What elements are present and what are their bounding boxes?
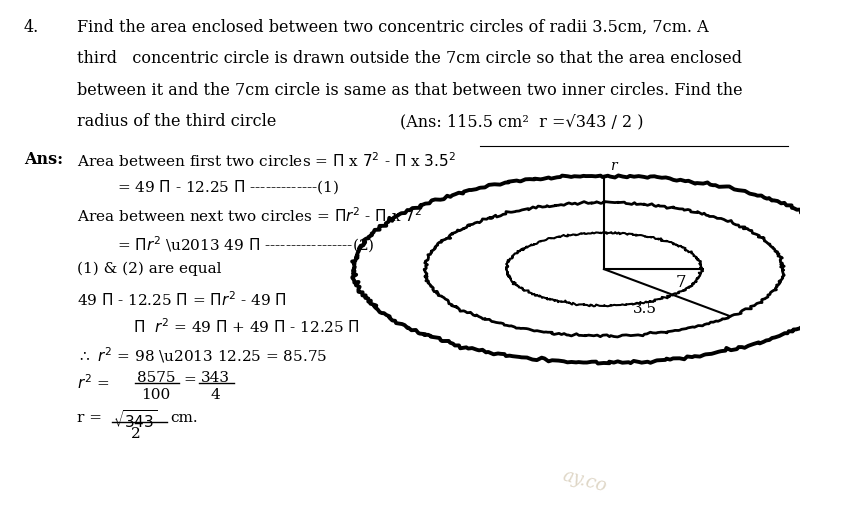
Text: 343: 343 bbox=[201, 371, 230, 385]
Text: =: = bbox=[183, 373, 196, 387]
Text: = $\Pi r^2$ \u2013 49 $\Pi$ -----------------(2): = $\Pi r^2$ \u2013 49 $\Pi$ ------------… bbox=[117, 234, 375, 255]
Text: Area between next two circles = $\Pi r^2$ - $\Pi$ x $7^2$: Area between next two circles = $\Pi r^2… bbox=[77, 207, 422, 225]
Text: $\sqrt{343}$: $\sqrt{343}$ bbox=[113, 408, 158, 431]
Text: between it and the 7cm circle is same as that between two inner circles. Find th: between it and the 7cm circle is same as… bbox=[77, 82, 742, 99]
Text: $\therefore$ $r^2$ = 98 \u2013 12.25 = 85.75: $\therefore$ $r^2$ = 98 \u2013 12.25 = 8… bbox=[77, 345, 327, 365]
Text: Area between first two circles = $\Pi$ x $7^2$ - $\Pi$ x $3.5^2$: Area between first two circles = $\Pi$ x… bbox=[77, 151, 455, 170]
Text: 2: 2 bbox=[131, 427, 140, 441]
Text: radius of the third circle: radius of the third circle bbox=[77, 113, 276, 130]
Text: 100: 100 bbox=[141, 389, 170, 402]
Text: 8575: 8575 bbox=[137, 371, 176, 385]
Text: Find the area enclosed between two concentric circles of radii 3.5cm, 7cm. A: Find the area enclosed between two conce… bbox=[77, 19, 708, 36]
Text: = 49 $\Pi$ - 12.25 $\Pi$ -------------(1): = 49 $\Pi$ - 12.25 $\Pi$ -------------(1… bbox=[117, 179, 338, 197]
Text: r =: r = bbox=[77, 411, 107, 425]
Text: $r^2$ =: $r^2$ = bbox=[77, 373, 111, 392]
Text: 7: 7 bbox=[674, 274, 685, 291]
Text: ay.co: ay.co bbox=[560, 466, 608, 495]
Text: cm.: cm. bbox=[170, 411, 198, 425]
Text: r: r bbox=[610, 159, 616, 173]
Text: 4.: 4. bbox=[24, 19, 39, 36]
Text: Ans:: Ans: bbox=[24, 151, 63, 168]
Text: 49 $\Pi$ - 12.25 $\Pi$ = $\Pi r^2$ - 49 $\Pi$: 49 $\Pi$ - 12.25 $\Pi$ = $\Pi r^2$ - 49 … bbox=[77, 290, 287, 308]
Text: $\Pi$  $r^2$ = 49 $\Pi$ + 49 $\Pi$ - 12.25 $\Pi$: $\Pi$ $r^2$ = 49 $\Pi$ + 49 $\Pi$ - 12.2… bbox=[133, 318, 360, 336]
Text: (1) & (2) are equal: (1) & (2) are equal bbox=[77, 262, 221, 276]
Text: (Ans: 115.5 cm²  r =√343 / 2 ): (Ans: 115.5 cm² r =√343 / 2 ) bbox=[400, 113, 643, 130]
Text: third   concentric circle is drawn outside the 7cm circle so that the area enclo: third concentric circle is drawn outside… bbox=[77, 50, 741, 68]
Text: 4: 4 bbox=[210, 389, 220, 402]
Text: 3.5: 3.5 bbox=[633, 302, 656, 316]
